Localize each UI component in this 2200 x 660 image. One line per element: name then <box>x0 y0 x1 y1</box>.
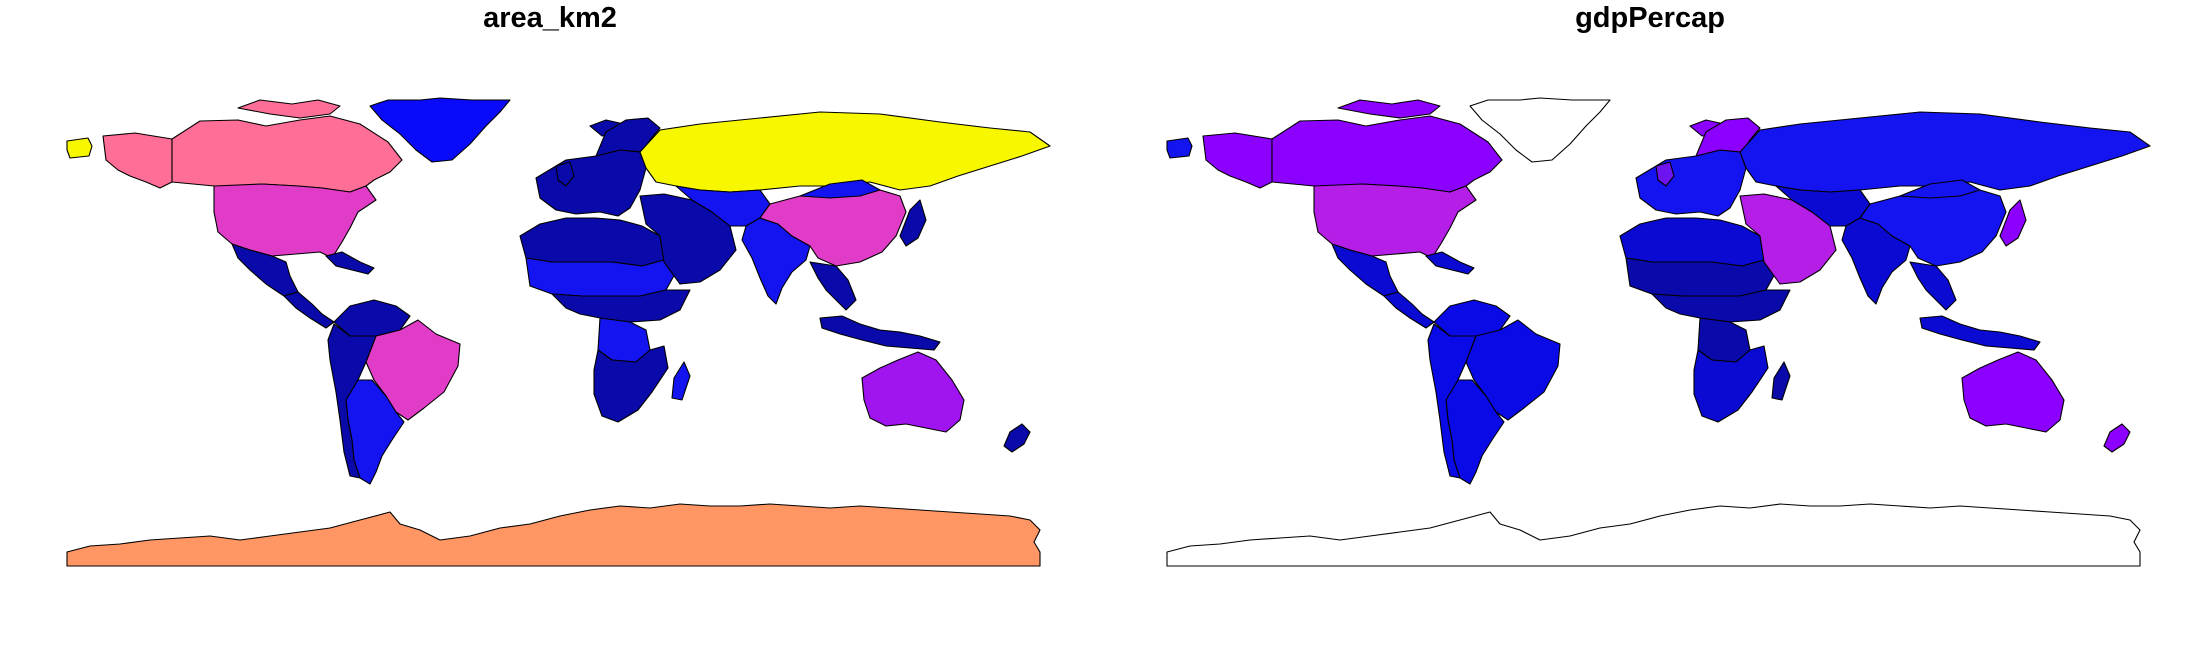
map-panel-gdppercap: gdpPercap <box>1100 0 2200 660</box>
region-central-africa <box>551 289 691 323</box>
map-panel-area-km2: area_km2 <box>66 2 1051 567</box>
region-australia <box>861 351 965 433</box>
region-caribbean <box>325 251 375 275</box>
region-south-america-west <box>1427 323 1477 479</box>
region-indonesia <box>1919 315 2041 351</box>
region-greenland <box>369 97 511 163</box>
panel-title: area_km2 <box>483 2 617 34</box>
region-indonesia <box>819 315 941 351</box>
region-south-america-west <box>327 323 377 479</box>
region-japan <box>899 199 927 247</box>
region-alaska <box>1202 132 1273 189</box>
region-mongolia <box>799 179 881 199</box>
region-central-africa <box>1651 289 1791 323</box>
region-north-america-arctic <box>66 137 93 159</box>
region-scandinavia <box>1695 117 1761 157</box>
region-canada <box>1271 115 1503 193</box>
region-canada-islands <box>237 99 341 119</box>
region-north-america-arctic <box>1166 137 1193 159</box>
region-brazil <box>1465 319 1561 421</box>
region-sahel <box>525 257 677 297</box>
region-southern-africa <box>1693 345 1769 423</box>
region-southeast-asia <box>1909 261 1957 311</box>
region-southeast-asia <box>809 261 857 311</box>
region-antarctica <box>1166 503 2141 567</box>
region-central-america <box>283 291 335 329</box>
world-map <box>1166 97 2151 567</box>
region-uk <box>1655 161 1675 187</box>
region-canada-islands <box>1337 99 1441 119</box>
region-antarctica <box>66 503 1041 567</box>
region-caribbean <box>1425 251 1475 275</box>
region-uk <box>555 161 575 187</box>
region-north-africa <box>519 217 665 267</box>
region-greenland <box>1469 97 1611 163</box>
region-brazil <box>365 319 461 421</box>
region-mongolia <box>1899 179 1981 199</box>
region-north-africa <box>1619 217 1765 267</box>
region-madagascar <box>1771 361 1791 401</box>
region-central-america <box>1383 291 1435 329</box>
region-alaska <box>102 132 173 189</box>
region-europe <box>1635 149 1747 217</box>
region-madagascar <box>671 361 691 401</box>
region-southern-africa <box>593 345 669 423</box>
region-australia <box>1961 351 2065 433</box>
region-europe <box>535 149 647 217</box>
region-new-zealand <box>2103 423 2131 453</box>
region-new-zealand <box>1003 423 1031 453</box>
world-map <box>66 97 1051 567</box>
region-russia <box>1739 111 2151 193</box>
region-scandinavia <box>595 117 661 157</box>
panel-title: gdpPercap <box>1575 2 1725 34</box>
region-canada <box>171 115 403 193</box>
region-russia <box>639 111 1051 193</box>
region-japan <box>1999 199 2027 247</box>
region-sahel <box>1625 257 1777 297</box>
